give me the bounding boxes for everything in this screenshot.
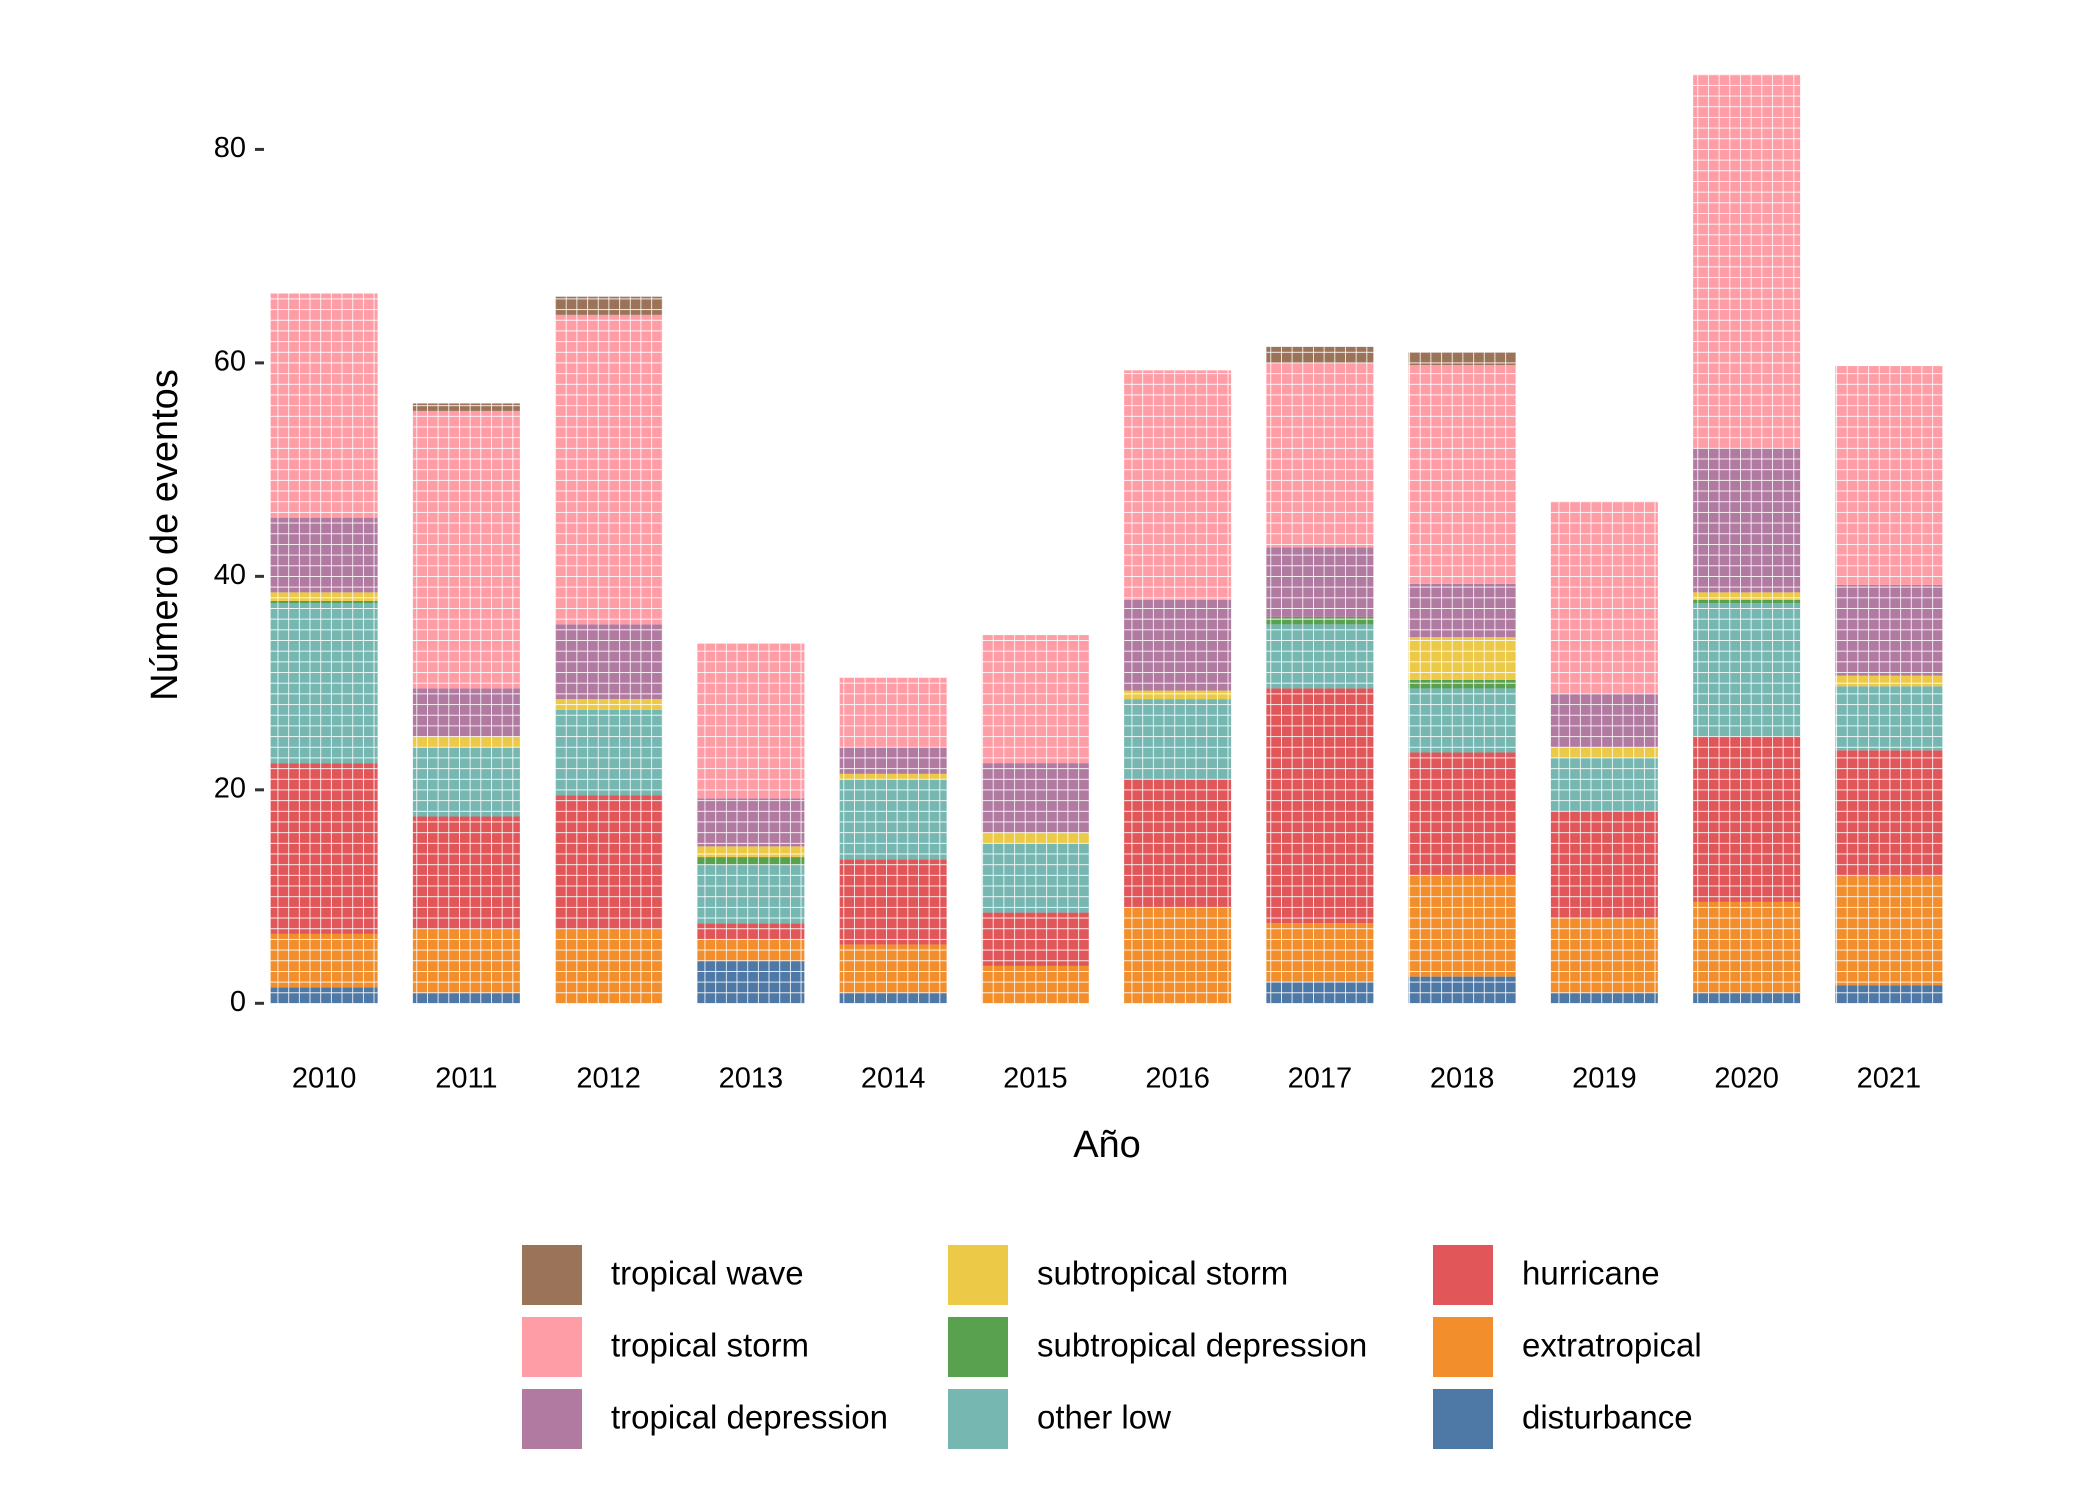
waffle-grid xyxy=(1835,366,1943,1004)
x-tick-label: 2017 xyxy=(1288,1063,1353,1095)
waffle-grid xyxy=(1266,346,1374,1004)
x-tick-label: 2020 xyxy=(1714,1063,1779,1095)
legend-swatch xyxy=(948,1389,1008,1449)
legend-label: extratropical xyxy=(1522,1327,1702,1364)
legend-swatch xyxy=(1433,1389,1493,1449)
legend-label: tropical wave xyxy=(611,1255,804,1292)
waffle-grid xyxy=(555,296,663,1004)
legend-label: tropical storm xyxy=(611,1327,809,1364)
legend-swatch xyxy=(1433,1317,1493,1377)
legend-swatch xyxy=(1433,1245,1493,1305)
y-tick-label: 20 xyxy=(214,772,246,804)
x-tick-label: 2021 xyxy=(1857,1063,1922,1095)
waffle-grid xyxy=(1408,352,1516,1004)
x-tick-label: 2011 xyxy=(435,1063,497,1095)
legend-label: disturbance xyxy=(1522,1399,1693,1436)
legend-swatch xyxy=(948,1245,1008,1305)
legend-label: subtropical storm xyxy=(1037,1255,1288,1292)
waffle-grid xyxy=(1550,501,1658,1004)
y-tick-label: 40 xyxy=(214,559,246,591)
y-tick-label: 80 xyxy=(214,132,246,164)
legend-swatch xyxy=(522,1317,582,1377)
waffle-grid xyxy=(270,293,378,1004)
x-tick-label: 2018 xyxy=(1430,1063,1495,1095)
legend-swatch xyxy=(522,1245,582,1305)
waffle-grid xyxy=(697,643,805,1004)
x-tick-label: 2016 xyxy=(1145,1063,1210,1095)
y-tick-label: 0 xyxy=(230,986,246,1018)
x-tick-label: 2013 xyxy=(719,1063,784,1095)
x-tick-label: 2014 xyxy=(861,1063,926,1095)
waffle-grid xyxy=(981,635,1089,1004)
y-tick-label: 60 xyxy=(214,346,246,378)
x-tick-label: 2010 xyxy=(292,1063,357,1095)
legend-swatch xyxy=(948,1317,1008,1377)
x-axis-title: Año xyxy=(1073,1124,1141,1166)
waffle-grid xyxy=(1124,370,1232,1004)
waffle-grid xyxy=(839,677,947,1004)
x-tick-label: 2019 xyxy=(1572,1063,1637,1095)
y-axis-title: Número de eventos xyxy=(144,369,186,701)
x-tick-label: 2012 xyxy=(576,1063,641,1095)
legend-label: hurricane xyxy=(1522,1255,1660,1292)
waffle-grid xyxy=(1693,74,1801,1004)
legend-swatch xyxy=(522,1389,582,1449)
x-tick-label: 2015 xyxy=(1003,1063,1068,1095)
waffle-grid xyxy=(412,403,520,1004)
legend-label: subtropical depression xyxy=(1037,1327,1367,1364)
legend-label: other low xyxy=(1037,1399,1171,1436)
legend-label: tropical depression xyxy=(611,1399,888,1436)
